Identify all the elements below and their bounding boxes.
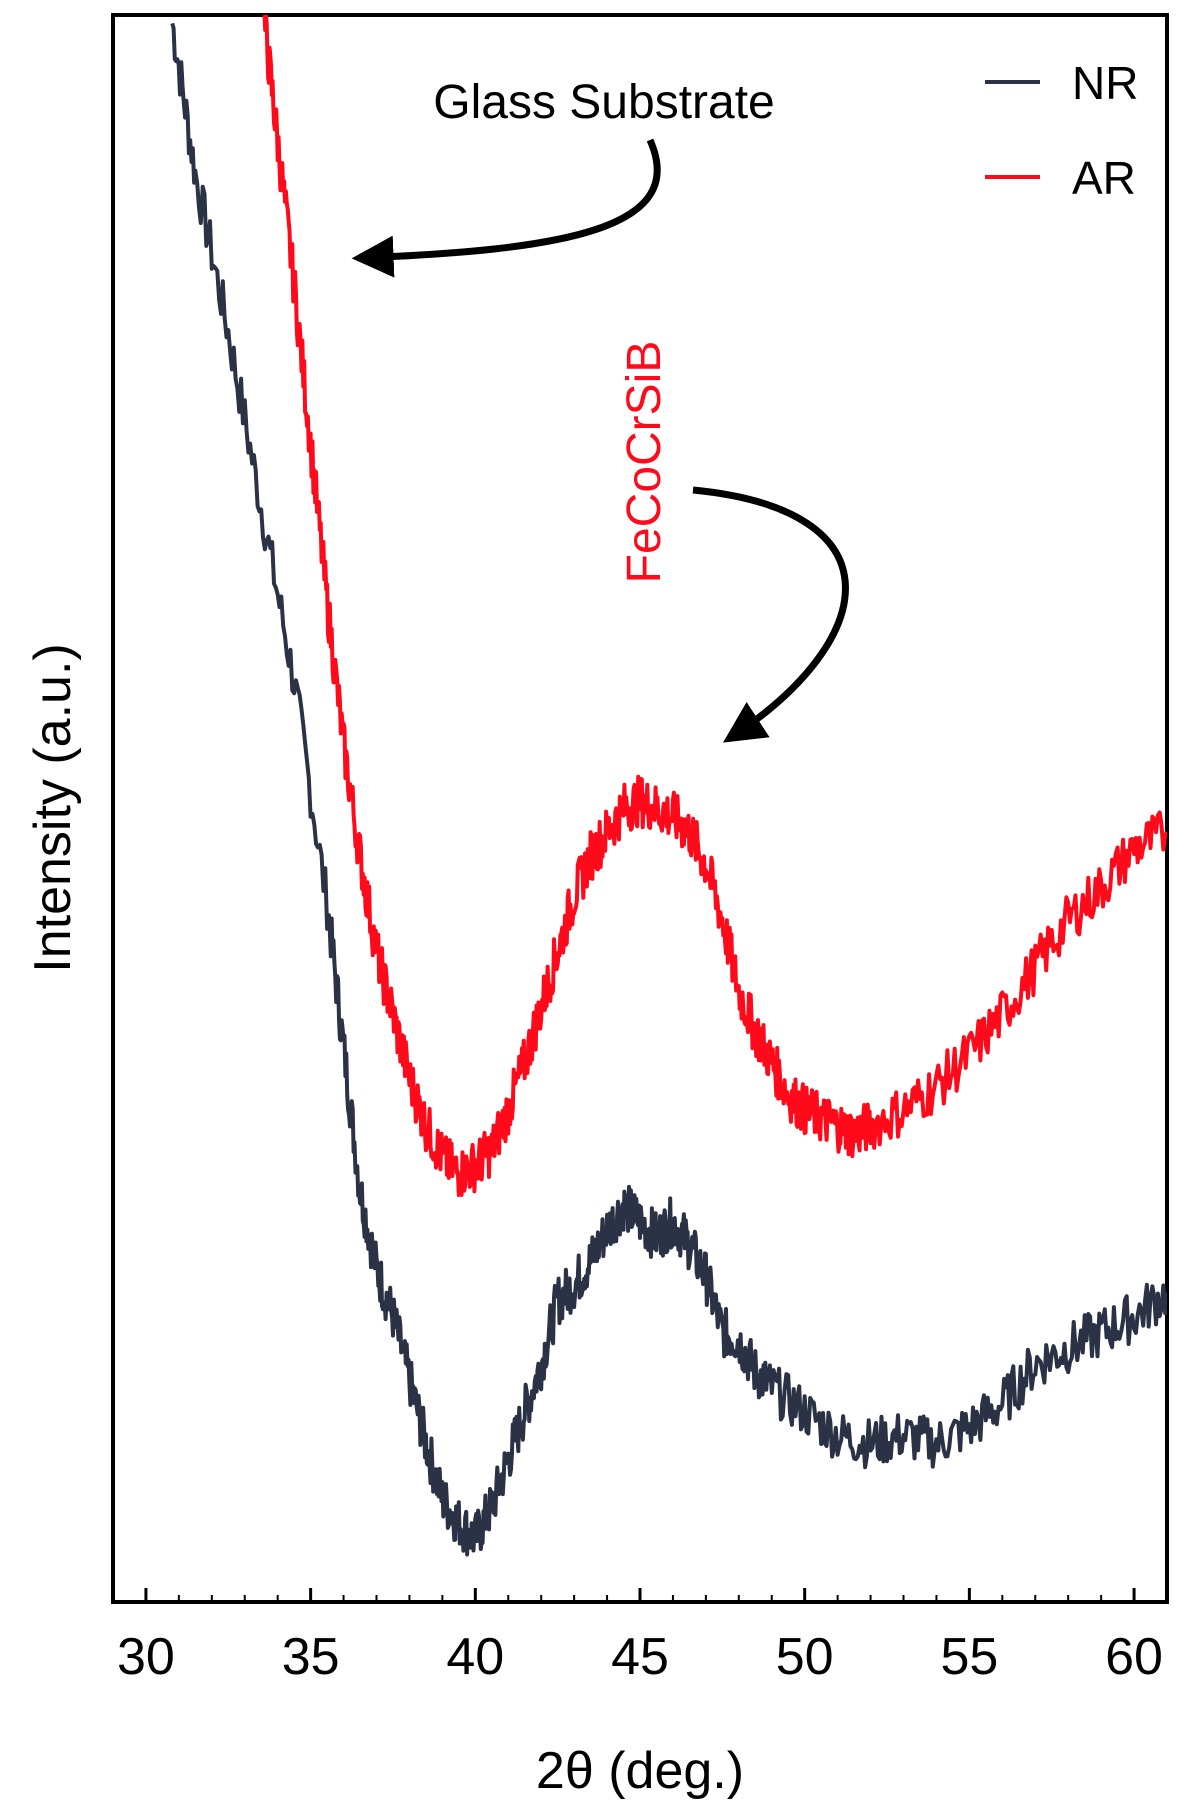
x-tick-label-40: 40 [446, 1628, 504, 1686]
x-tick-label-35: 35 [282, 1628, 340, 1686]
x-axis-ticks: 30 35 40 45 50 55 60 [117, 1588, 1168, 1686]
series-line-ar [262, 15, 1167, 1197]
x-axis-label: 2θ (deg.) [536, 1742, 744, 1800]
x-tick-label-55: 55 [940, 1628, 998, 1686]
x-tick-label-50: 50 [776, 1628, 834, 1686]
legend-label-ar: AR [1072, 152, 1136, 204]
series-layer [170, 15, 1167, 1557]
fecocrsib-arrow [692, 486, 849, 743]
series-line-nr [170, 22, 1167, 1557]
fecocrsib-annotation: FeCoCrSiB [618, 341, 671, 584]
glass-substrate-annotation: Glass Substrate [433, 76, 774, 129]
y-axis-label: Intensity (a.u.) [24, 643, 82, 972]
glass-substrate-arrow [351, 138, 661, 278]
x-tick-label-30: 30 [117, 1628, 175, 1686]
x-tick-label-60: 60 [1105, 1628, 1163, 1686]
x-tick-label-45: 45 [611, 1628, 669, 1686]
legend: NR AR [985, 57, 1138, 204]
legend-label-nr: NR [1072, 57, 1138, 109]
